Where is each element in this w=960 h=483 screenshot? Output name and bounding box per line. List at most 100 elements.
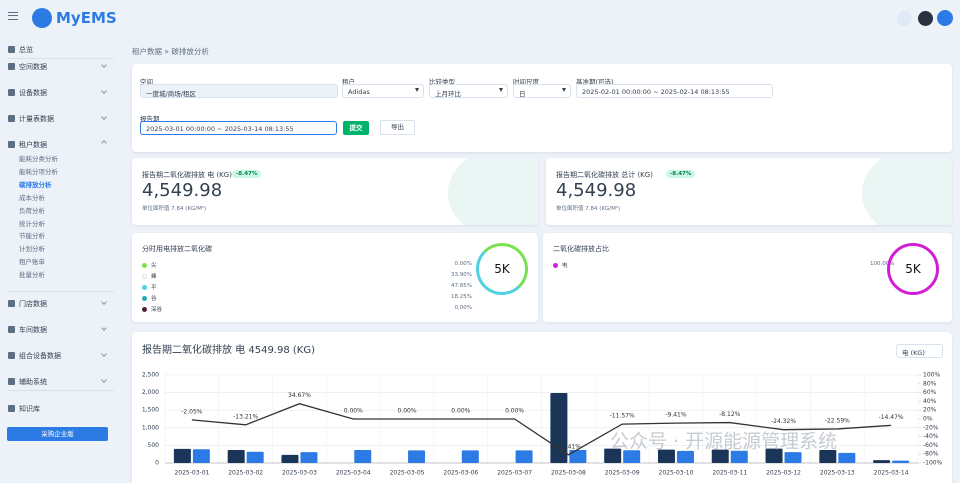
data-label: 0.00% — [344, 408, 363, 415]
y-tick-label: 1,500 — [142, 407, 159, 414]
field-input[interactable]: 上月环比 — [429, 84, 508, 98]
kpi-title: 报告期二氧化碳排放 总计 (KG) — [556, 171, 653, 179]
legend-value: 100.00% — [870, 261, 895, 267]
data-label: 0.00% — [451, 408, 470, 415]
menu-item[interactable]: 知识库 — [19, 405, 40, 413]
watermark: 公众号 · 开源能源管理系统 — [610, 431, 837, 453]
menu-item[interactable]: 空间数据 — [19, 63, 47, 71]
data-label: -2.05% — [181, 408, 203, 415]
menu-toggle[interactable] — [8, 12, 18, 20]
notification-button[interactable] — [918, 11, 933, 26]
bar — [838, 452, 856, 463]
y2-tick-label: 80% — [923, 380, 937, 387]
bar — [604, 448, 622, 463]
field-label: 租户 — [342, 78, 355, 86]
bar — [192, 449, 210, 463]
menu-item[interactable]: 门店数据 — [19, 300, 47, 308]
submenu-item[interactable]: 能耗分类分析 — [19, 155, 58, 163]
legend-label: 尖 — [151, 263, 157, 269]
unit-select[interactable]: 电 (KG) — [896, 344, 943, 358]
submenu-item[interactable]: 节能分析 — [19, 232, 45, 241]
data-label: -13.21% — [233, 413, 258, 420]
y2-tick-label: -100% — [923, 460, 943, 467]
submenu-item[interactable]: 能耗分项分析 — [19, 167, 58, 176]
submenu-item[interactable]: 负荷分析 — [19, 206, 45, 215]
kpi-value: 4,549.98 — [556, 180, 637, 201]
x-tick-label: 2025-03-14 — [874, 470, 909, 477]
field-input[interactable]: 日 — [513, 84, 571, 98]
purchase-button[interactable]: 采购企业版 — [7, 427, 108, 441]
menu-divider — [8, 390, 114, 391]
x-tick-label: 2025-03-03 — [282, 470, 317, 477]
card-decoration — [448, 158, 538, 225]
export-button[interactable]: 导出 — [380, 120, 415, 135]
submit-button[interactable]: 提交 — [343, 121, 369, 135]
menu-item[interactable]: 总览 — [19, 46, 33, 54]
y2-tick-label: -20% — [923, 424, 939, 431]
field-label: 比较类型 — [429, 78, 455, 86]
submenu-item[interactable]: 碳排放分析 — [19, 180, 52, 189]
bar — [730, 450, 748, 463]
submenu-item[interactable]: 批量分析 — [19, 271, 45, 280]
menu-item[interactable]: 组合设备数据 — [19, 352, 61, 360]
menu-item[interactable]: 设备数据 — [19, 89, 47, 97]
x-tick-label: 2025-03-08 — [551, 470, 586, 477]
submenu-item[interactable]: 统计分析 — [19, 219, 45, 228]
kpi-value: 4,549.98 — [142, 180, 223, 201]
submenu-item[interactable]: 计划分析 — [19, 245, 45, 254]
y-tick-label: 1,000 — [142, 424, 159, 431]
x-tick-label: 2025-03-01 — [174, 470, 209, 477]
filter-card — [132, 64, 952, 152]
brand[interactable]: MyEMS — [56, 9, 117, 27]
menu-item[interactable]: 计量表数据 — [19, 115, 54, 123]
bar — [227, 449, 245, 463]
bar — [784, 452, 802, 463]
user-avatar[interactable] — [937, 10, 953, 26]
bar — [873, 460, 891, 463]
kpi-badge: -8.47% — [666, 170, 696, 178]
field-input[interactable]: 2025-02-01 00:00:00 ~ 2025-02-14 08:13:5… — [576, 84, 773, 98]
kpi-card — [132, 158, 538, 225]
field-label: 空间 — [140, 78, 153, 86]
logo-icon — [32, 8, 52, 28]
kpi-subtitle: 单位面积值 7.84 (KG/M²) — [556, 206, 621, 212]
x-tick-label: 2025-03-07 — [497, 470, 532, 477]
breadcrumb: 租户数据 » 碳排放分析 — [132, 46, 209, 57]
legend-label: 电 — [562, 263, 568, 269]
data-label: -14.47% — [879, 414, 904, 421]
bar — [657, 449, 675, 463]
menu-item[interactable]: 辅助系统 — [19, 378, 47, 386]
x-tick-label: 2025-03-04 — [336, 470, 371, 477]
data-label: -8.12% — [719, 411, 741, 418]
settings-button[interactable] — [897, 11, 912, 26]
menu-icon — [8, 46, 15, 53]
y2-tick-label: -80% — [923, 451, 939, 458]
bar — [354, 449, 372, 463]
field-label: 报告期 — [140, 115, 160, 123]
menu-item[interactable]: 租户数据 — [19, 141, 47, 149]
breadcrumb-parent[interactable]: 租户数据 — [132, 47, 162, 56]
legend-dot — [142, 307, 147, 312]
data-label: 34.67% — [288, 392, 311, 399]
data-label: -81.41% — [556, 443, 581, 450]
legend-label: 深谷 — [151, 307, 163, 313]
submenu-item[interactable]: 成本分析 — [19, 193, 45, 202]
legend-value: 0.00% — [454, 261, 472, 267]
submenu-item[interactable]: 租户账单 — [19, 258, 45, 267]
menu-icon — [8, 352, 15, 359]
x-tick-label: 2025-03-05 — [390, 470, 425, 477]
field-input[interactable]: 2025-03-01 00:00:00 ~ 2025-03-14 08:13:5… — [140, 121, 337, 135]
legend-dot — [142, 296, 147, 301]
x-tick-label: 2025-03-11 — [712, 470, 747, 477]
donut-center: 5K — [494, 262, 510, 276]
y-tick-label: 2,500 — [142, 372, 159, 379]
field-input[interactable]: 一度城/商场/租区 — [140, 84, 338, 98]
field-input[interactable]: Adidas — [342, 84, 424, 98]
bar — [246, 451, 264, 463]
menu-item[interactable]: 车间数据 — [19, 326, 47, 334]
menu-icon — [8, 326, 15, 333]
x-tick-label: 2025-03-06 — [443, 470, 478, 477]
bar — [281, 454, 299, 463]
